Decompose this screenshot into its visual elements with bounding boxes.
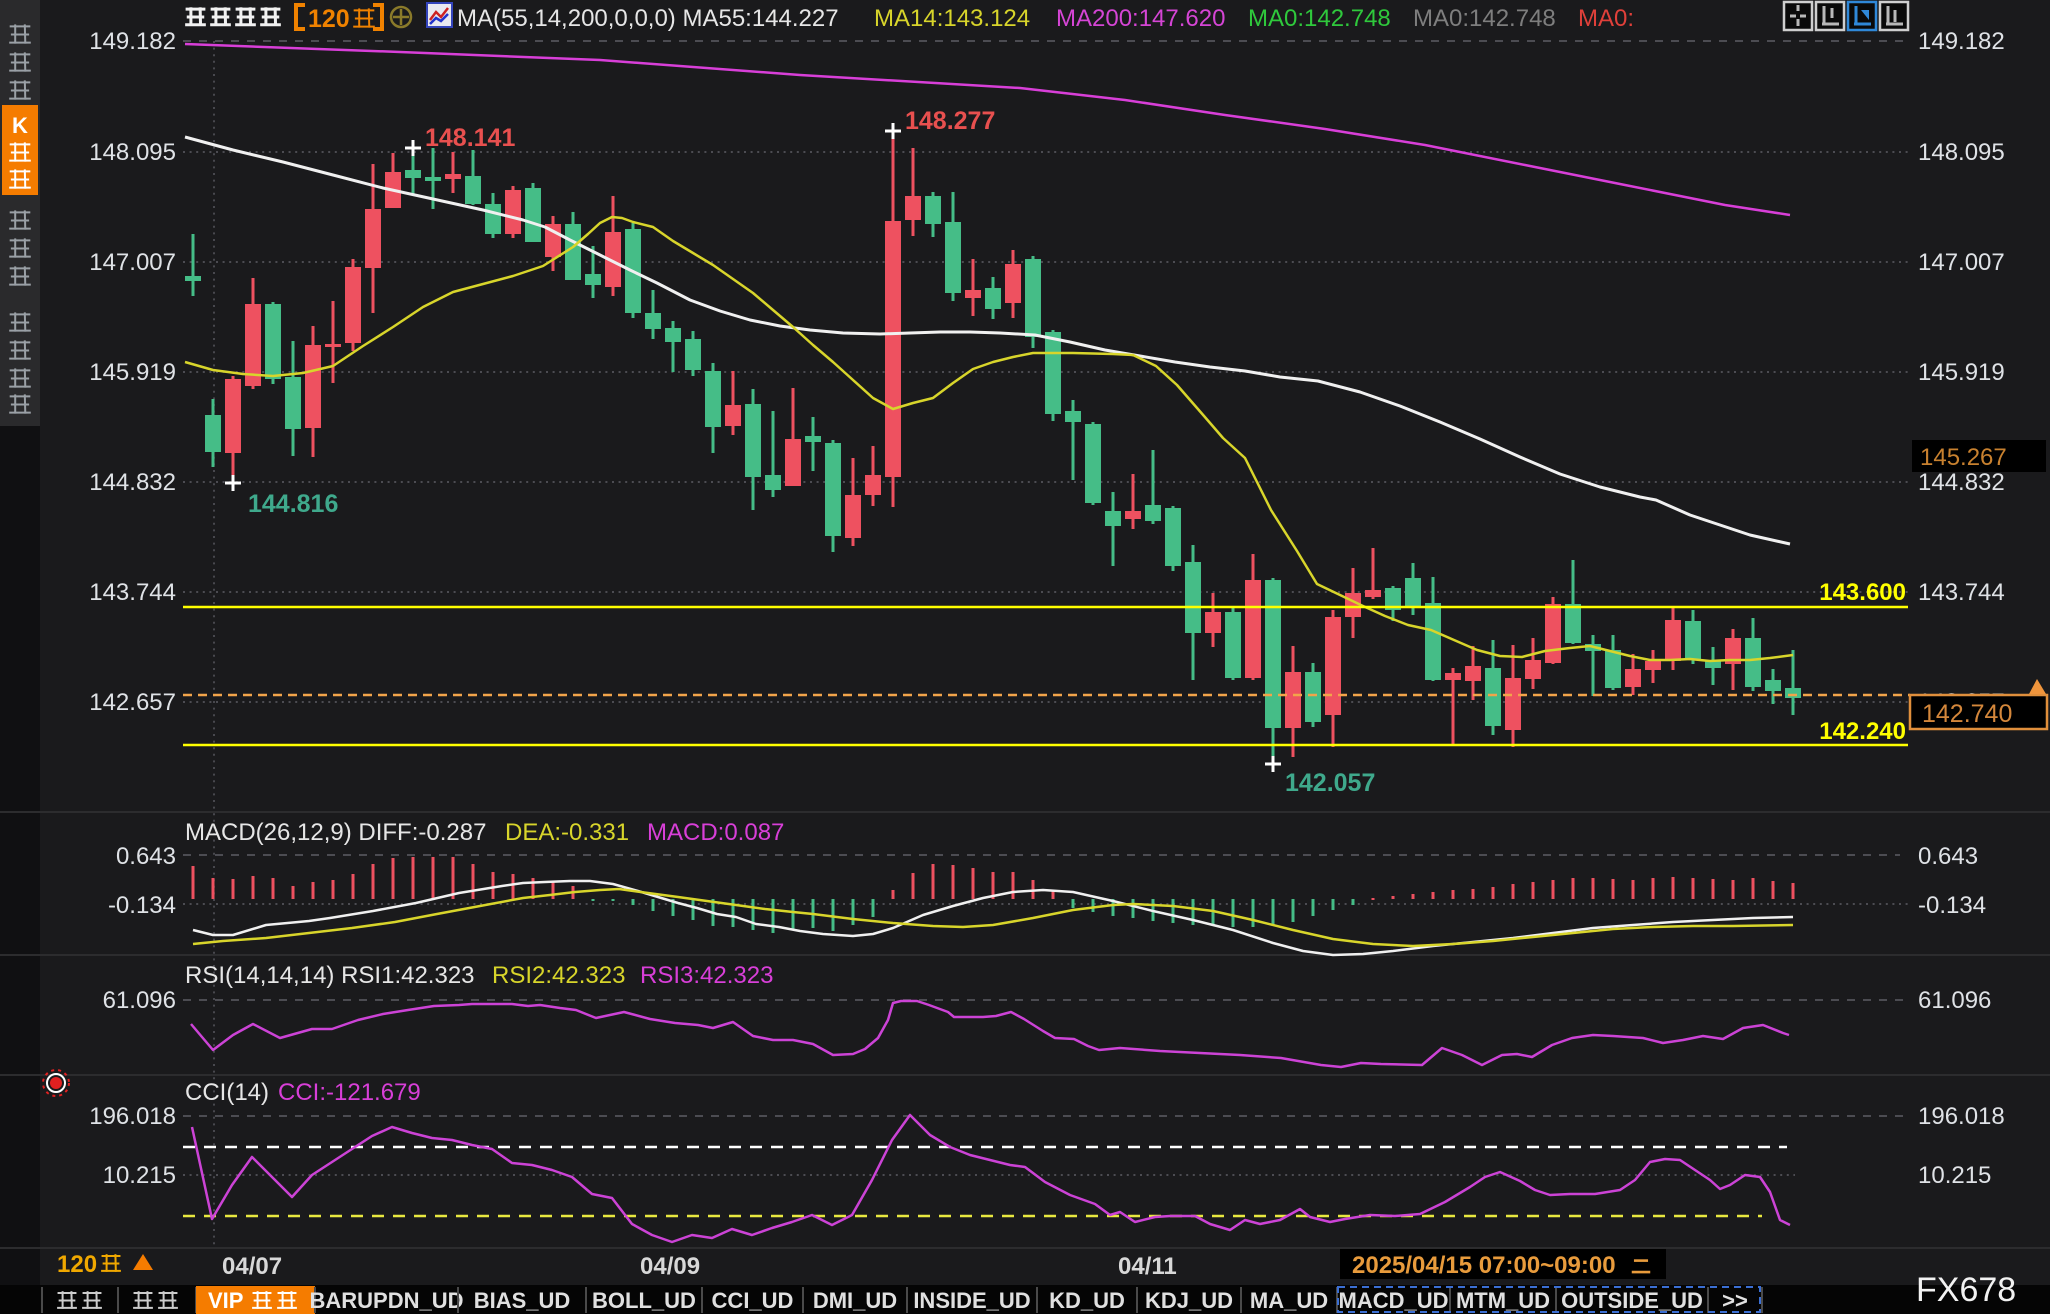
svg-text:BOLL_UD: BOLL_UD (592, 1288, 696, 1313)
svg-text:144.816: 144.816 (248, 490, 338, 518)
svg-text:142.657: 142.657 (89, 689, 176, 716)
svg-text:FX678: FX678 (1916, 1271, 2016, 1309)
svg-text:0.643: 0.643 (116, 843, 176, 870)
svg-text:MA0:142.748: MA0:142.748 (1413, 5, 1556, 32)
svg-text:04/07: 04/07 (222, 1253, 282, 1280)
svg-text:148.095: 148.095 (89, 139, 176, 166)
svg-text:149.182: 149.182 (89, 28, 176, 55)
svg-text:MACD:0.087: MACD:0.087 (647, 819, 784, 846)
svg-text:147.007: 147.007 (1918, 249, 2005, 276)
svg-text:2025/04/15 07:00~09:00: 2025/04/15 07:00~09:00 (1352, 1252, 1616, 1279)
svg-text:RSI2:42.323: RSI2:42.323 (492, 962, 625, 989)
svg-text:VIP: VIP (208, 1288, 243, 1313)
svg-text:KD_UD: KD_UD (1049, 1288, 1125, 1313)
svg-text:148.141: 148.141 (425, 124, 515, 152)
svg-text:144.832: 144.832 (1918, 469, 2005, 496)
svg-text:MA(55,14,200,0,0,0) MA55:144.2: MA(55,14,200,0,0,0) MA55:144.227 (457, 5, 839, 32)
svg-text:CCI(14): CCI(14) (185, 1079, 269, 1106)
svg-text:-0.134: -0.134 (108, 892, 176, 919)
svg-text:OUTSIDE_UD: OUTSIDE_UD (1561, 1288, 1703, 1313)
svg-text:61.096: 61.096 (103, 987, 176, 1014)
svg-text:-0.134: -0.134 (1918, 892, 1986, 919)
svg-text:CCI_UD: CCI_UD (712, 1288, 794, 1313)
svg-text:142.240: 142.240 (1819, 718, 1906, 745)
svg-text:MA0:: MA0: (1578, 5, 1634, 32)
svg-text:MACD_UD: MACD_UD (1339, 1288, 1449, 1313)
svg-text:MA200:147.620: MA200:147.620 (1056, 5, 1225, 32)
svg-text:BARUPDN_UD: BARUPDN_UD (309, 1288, 463, 1313)
svg-text:196.018: 196.018 (89, 1103, 176, 1130)
svg-text:120: 120 (57, 1251, 97, 1278)
svg-text:MA_UD: MA_UD (1250, 1288, 1328, 1313)
svg-text:143.600: 143.600 (1819, 579, 1906, 606)
svg-text:DMI_UD: DMI_UD (813, 1288, 897, 1313)
svg-text:148.095: 148.095 (1918, 139, 2005, 166)
svg-text:MTM_UD: MTM_UD (1456, 1288, 1550, 1313)
svg-text:RSI(14,14,14) RSI1:42.323: RSI(14,14,14) RSI1:42.323 (185, 962, 475, 989)
svg-text:04/11: 04/11 (1118, 1253, 1177, 1280)
svg-text:KDJ_UD: KDJ_UD (1145, 1288, 1233, 1313)
svg-text:>>: >> (1722, 1288, 1748, 1313)
svg-text:0.643: 0.643 (1918, 843, 1978, 870)
svg-text:147.007: 147.007 (89, 249, 176, 276)
svg-text:CCI:-121.679: CCI:-121.679 (278, 1079, 421, 1106)
svg-text:148.277: 148.277 (905, 107, 995, 135)
svg-text:196.018: 196.018 (1918, 1103, 2005, 1130)
svg-text:145.919: 145.919 (1918, 359, 2005, 386)
svg-text:K: K (12, 113, 28, 138)
svg-text:DEA:-0.331: DEA:-0.331 (505, 819, 629, 846)
svg-text:149.182: 149.182 (1918, 28, 2005, 55)
svg-text:10.215: 10.215 (103, 1162, 176, 1189)
svg-text:143.744: 143.744 (89, 579, 176, 606)
svg-text:120: 120 (308, 5, 350, 33)
svg-text:145.267: 145.267 (1920, 444, 2007, 471)
svg-text:MACD(26,12,9) DIFF:-0.287: MACD(26,12,9) DIFF:-0.287 (185, 819, 486, 846)
svg-text:MA14:143.124: MA14:143.124 (874, 5, 1030, 32)
svg-text:04/09: 04/09 (640, 1253, 700, 1280)
svg-text:145.919: 145.919 (89, 359, 176, 386)
svg-text:MA0:142.748: MA0:142.748 (1248, 5, 1391, 32)
svg-text:BIAS_UD: BIAS_UD (474, 1288, 571, 1313)
svg-text:61.096: 61.096 (1918, 987, 1991, 1014)
svg-text:142.740: 142.740 (1922, 700, 2012, 728)
svg-text:143.744: 143.744 (1918, 579, 2005, 606)
svg-text:10.215: 10.215 (1918, 1162, 1991, 1189)
svg-text:INSIDE_UD: INSIDE_UD (913, 1288, 1030, 1313)
svg-text:142.057: 142.057 (1285, 769, 1375, 797)
svg-text:144.832: 144.832 (89, 469, 176, 496)
svg-text:RSI3:42.323: RSI3:42.323 (640, 962, 773, 989)
